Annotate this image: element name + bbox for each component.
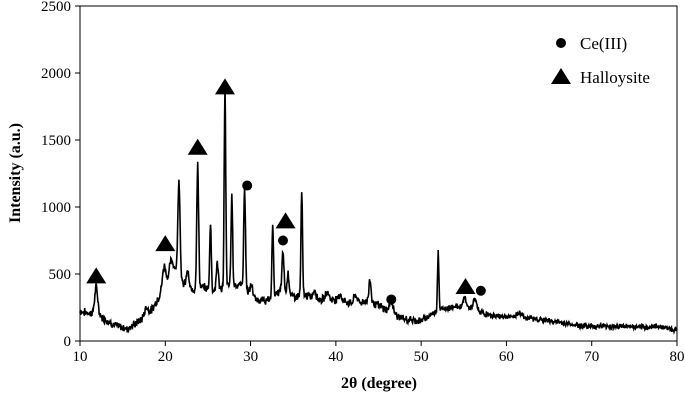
legend-label-ce: Ce(III) — [580, 34, 627, 53]
legend-label-halloysite: Halloysite — [580, 68, 650, 87]
x-tick-label: 60 — [499, 349, 514, 365]
x-tick-label: 40 — [328, 349, 343, 365]
y-tick-label: 2000 — [41, 66, 71, 82]
x-tick-label: 80 — [670, 349, 685, 365]
x-axis-title: 2θ (degree) — [341, 375, 417, 392]
legend: Ce(III) Halloysite — [551, 34, 650, 87]
y-axis-title: Intensity (a.u.) — [7, 123, 24, 223]
y-tick-label: 0 — [64, 334, 72, 350]
legend-circle-marker — [556, 38, 566, 48]
x-tick-label: 30 — [243, 349, 258, 365]
halloysite-marker — [86, 267, 107, 284]
x-tick-label: 10 — [73, 349, 88, 365]
halloysite-marker — [214, 78, 235, 95]
halloysite-marker — [155, 235, 176, 252]
plot-frame — [79, 5, 678, 342]
y-tick-label: 2500 — [41, 0, 71, 15]
halloysite-marker — [455, 278, 476, 295]
halloysite-marker — [187, 138, 208, 155]
y-tick-label: 1000 — [41, 200, 71, 216]
x-tick-label: 50 — [414, 349, 429, 365]
x-axis: 10 20 30 40 50 60 70 80 — [73, 341, 685, 365]
series-line — [79, 85, 678, 335]
y-tick-label: 500 — [49, 267, 72, 283]
plot-area: 0 500 1000 1500 2000 2500 10 20 30 40 50 60 70 80 — [41, 0, 685, 365]
ce-iii-marker — [475, 285, 486, 296]
y-axis: 0 500 1000 1500 2000 2500 — [41, 0, 80, 350]
x-tick-label: 70 — [584, 349, 599, 365]
peak-markers — [86, 78, 486, 305]
y-tick-label: 1500 — [41, 133, 71, 149]
halloysite-marker — [275, 212, 296, 229]
x-tick-label: 20 — [158, 349, 173, 365]
ce-iii-marker — [242, 180, 253, 191]
ce-iii-marker — [386, 294, 397, 305]
ce-iii-marker — [277, 235, 288, 246]
legend-triangle-marker — [551, 68, 571, 84]
